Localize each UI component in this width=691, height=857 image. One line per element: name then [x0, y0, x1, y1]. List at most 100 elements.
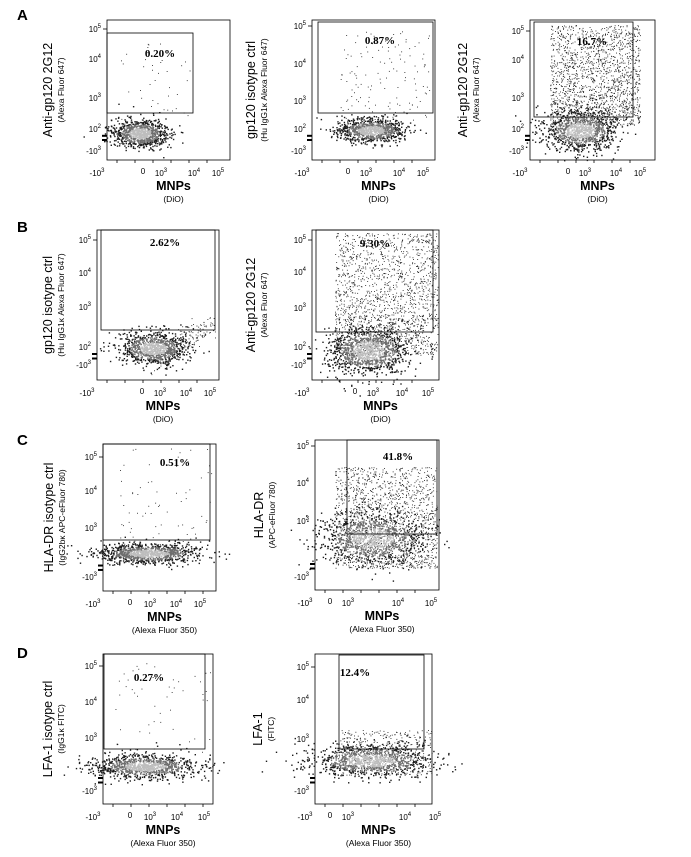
scatter-point	[350, 128, 353, 130]
scatter-point	[573, 127, 575, 129]
scatter-point	[130, 139, 132, 141]
scatter-point	[112, 127, 115, 129]
scatter-point	[571, 59, 573, 61]
scatter-point	[167, 137, 169, 140]
scatter-point	[635, 46, 637, 47]
scatter-point	[567, 29, 569, 31]
scatter-point	[209, 317, 211, 319]
scatter-point	[606, 70, 608, 72]
scatter-point	[370, 133, 372, 136]
scatter-point	[617, 65, 619, 67]
scatter-point	[571, 139, 573, 141]
scatter-point	[367, 128, 370, 130]
scatter-point	[635, 59, 637, 61]
scatter-point	[122, 143, 124, 145]
scatter-point	[377, 119, 379, 121]
scatter-point	[613, 93, 615, 94]
scatter-point	[145, 130, 147, 132]
scatter-point	[606, 73, 608, 74]
scatter-point	[363, 127, 365, 129]
scatter-point	[608, 26, 610, 28]
scatter-point	[397, 134, 399, 137]
scatter-point	[376, 133, 378, 135]
scatter-point	[621, 84, 623, 86]
scatter-point	[370, 139, 373, 141]
scatter-point	[149, 130, 151, 132]
scatter-point	[363, 131, 365, 133]
scatter-point	[554, 121, 557, 123]
scatter-point	[554, 104, 556, 105]
scatter-point	[568, 73, 570, 75]
scatter-point	[613, 111, 615, 113]
scatter-point	[569, 78, 570, 80]
scatter-point	[376, 122, 378, 124]
scatter-point	[625, 118, 627, 121]
scatter-point	[157, 133, 159, 135]
scatter-point	[587, 112, 589, 115]
scatter-point	[151, 132, 153, 134]
scatter-point	[596, 133, 598, 136]
scatter-point	[573, 126, 576, 128]
scatter-point	[600, 90, 602, 92]
scatter-point	[195, 337, 197, 339]
scatter-point	[618, 47, 620, 49]
scatter-point	[611, 92, 613, 94]
scatter-point	[204, 326, 206, 327]
scatter-point	[574, 147, 576, 149]
scatter-point	[364, 129, 366, 131]
scatter-point	[374, 119, 376, 120]
scatter-point	[606, 110, 607, 112]
scatter-point	[376, 139, 378, 142]
scatter-point	[622, 91, 624, 92]
scatter-point	[631, 71, 633, 73]
scatter-point	[612, 118, 614, 121]
scatter-point	[568, 122, 570, 124]
scatter-point	[624, 67, 626, 69]
scatter-point	[556, 132, 558, 134]
scatter-point	[592, 77, 594, 79]
scatter-point	[552, 128, 554, 131]
y-tick-label: -103	[291, 146, 307, 156]
scatter-point	[571, 57, 572, 59]
scatter-point	[636, 97, 638, 98]
scatter-point	[136, 123, 139, 125]
scatter-point	[113, 143, 115, 145]
scatter-point	[591, 61, 593, 63]
scatter-point	[624, 35, 626, 37]
scatter-point	[384, 123, 386, 126]
scatter-point	[132, 129, 135, 131]
scatter-point	[576, 144, 578, 146]
scatter-point	[158, 131, 160, 133]
scatter-point	[143, 135, 145, 137]
scatter-point	[604, 85, 605, 87]
scatter-point	[592, 78, 594, 80]
scatter-point	[614, 86, 616, 88]
scatter-point	[556, 130, 559, 132]
scatter-point	[192, 344, 194, 345]
scatter-point	[557, 112, 559, 115]
scatter-point	[607, 132, 609, 135]
scatter-point	[623, 67, 625, 69]
scatter-point	[594, 79, 595, 81]
scatter-point	[391, 132, 393, 135]
scatter-point	[424, 64, 425, 66]
scatter-point	[602, 129, 605, 131]
scatter-point	[570, 52, 572, 54]
scatter-point	[613, 59, 615, 61]
scatter-point	[575, 25, 577, 27]
scatter-point	[584, 44, 586, 45]
scatter-point	[555, 148, 558, 150]
scatter-point	[616, 35, 617, 37]
scatter-point	[561, 71, 563, 72]
scatter-point	[587, 74, 589, 76]
scatter-point	[161, 140, 164, 142]
scatter-point	[585, 108, 587, 110]
scatter-point	[578, 145, 580, 147]
scatter-point	[535, 131, 537, 133]
scatter-point	[611, 103, 613, 105]
scatter-point	[159, 131, 161, 134]
scatter-point	[622, 102, 624, 104]
scatter-point	[551, 56, 553, 58]
scatter-point	[603, 97, 605, 99]
y-axis-sublabel: (Alexa Fluor 647)	[56, 57, 66, 122]
